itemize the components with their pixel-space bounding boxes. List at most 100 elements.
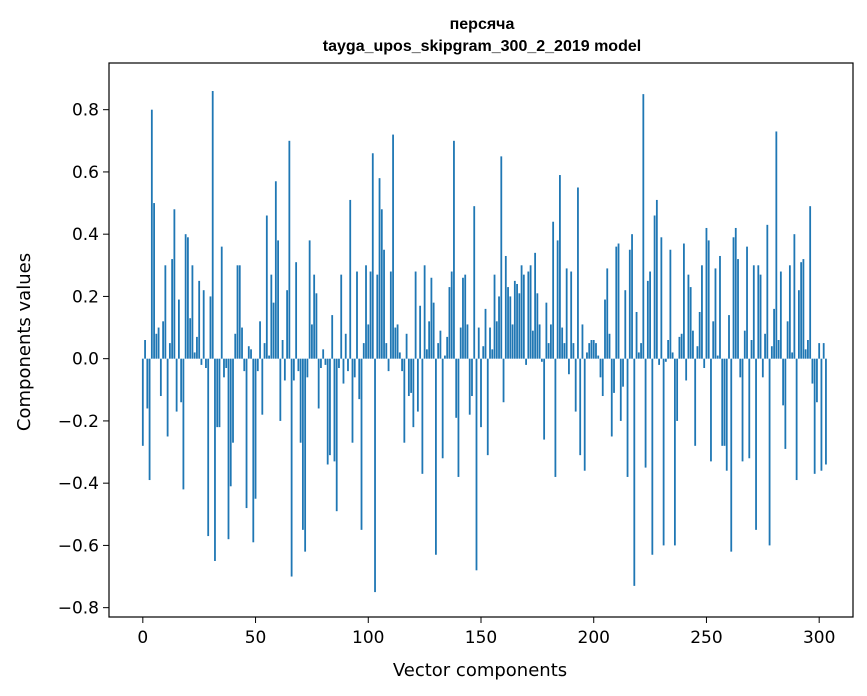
bar-4	[150, 109, 153, 359]
bar-170	[525, 358, 527, 365]
bar-142	[462, 277, 464, 359]
bar-124	[421, 358, 424, 474]
bar-61	[279, 358, 282, 421]
bar-293	[802, 259, 805, 359]
bar-200	[592, 340, 595, 359]
x-tick-label: 50	[245, 628, 267, 648]
bar-76	[313, 274, 316, 359]
bar-106	[380, 209, 383, 359]
bar-11	[166, 358, 169, 437]
bar-50	[254, 358, 257, 499]
y-tick-label: 0.6	[72, 163, 99, 183]
bar-260	[728, 315, 730, 359]
bar-195	[581, 324, 584, 359]
bar-121	[414, 271, 417, 359]
bar-14	[173, 209, 176, 359]
bar-230	[660, 237, 663, 359]
bar-100	[367, 324, 370, 359]
bar-34	[218, 358, 221, 428]
bar-206	[606, 268, 609, 359]
bar-77	[315, 293, 318, 359]
y-tick-label: −0.6	[58, 536, 99, 556]
bar-284	[782, 358, 785, 406]
bar-151	[482, 346, 485, 359]
bar-9	[162, 321, 165, 359]
bar-168	[520, 265, 523, 359]
bar-183	[554, 358, 557, 477]
bar-0	[141, 358, 144, 446]
bar-239	[680, 333, 683, 359]
bar-165	[513, 280, 516, 359]
bar-7	[157, 327, 160, 359]
bar-144	[466, 324, 469, 359]
bar-154	[489, 327, 491, 359]
bar-267	[743, 330, 746, 359]
bar-133	[441, 358, 444, 459]
bar-164	[511, 324, 514, 359]
bar-167	[518, 293, 521, 359]
bar-65	[288, 140, 291, 359]
bar-223	[644, 358, 647, 468]
bar-277	[766, 224, 769, 359]
y-tick-label: 0.0	[72, 350, 99, 370]
bar-194	[579, 358, 582, 456]
y-tick-label: 0.8	[72, 101, 99, 121]
bar-29	[207, 358, 210, 537]
bar-83	[329, 358, 331, 456]
bar-240	[683, 243, 685, 359]
bar-12	[168, 343, 171, 359]
bar-252	[710, 358, 712, 462]
bar-166	[516, 283, 518, 359]
bar-122	[416, 358, 419, 412]
bar-35	[220, 246, 223, 359]
bar-177	[540, 358, 543, 362]
bar-97	[360, 358, 363, 530]
bar-202	[597, 355, 600, 359]
bar-186	[561, 327, 564, 359]
bar-74	[308, 240, 311, 359]
bar-247	[698, 311, 701, 359]
bar-237	[676, 358, 679, 421]
bar-266	[741, 358, 744, 462]
bar-36	[223, 358, 225, 378]
bar-80	[322, 349, 325, 359]
bar-17	[180, 358, 183, 403]
bar-249	[703, 358, 706, 369]
bar-120	[412, 358, 415, 428]
bar-46	[245, 358, 248, 509]
bar-20	[187, 237, 189, 359]
bar-79	[320, 358, 322, 369]
bar-199	[590, 340, 593, 359]
bar-135	[446, 336, 449, 359]
bar-58	[272, 302, 275, 359]
bar-146	[471, 358, 473, 397]
bar-156	[493, 274, 496, 359]
bar-94	[353, 358, 356, 378]
bar-218	[633, 358, 636, 586]
x-tick-label: 0	[137, 628, 148, 648]
bar-86	[335, 358, 338, 512]
bar-153	[486, 358, 489, 456]
bar-178	[543, 358, 546, 440]
bar-10	[164, 265, 167, 359]
bar-23	[193, 352, 196, 359]
bar-41	[234, 333, 237, 359]
bar-188	[565, 268, 568, 359]
bar-26	[200, 358, 203, 365]
bar-214	[624, 290, 627, 359]
bar-1	[144, 340, 146, 359]
bar-64	[286, 290, 289, 359]
bar-222	[642, 94, 645, 359]
bar-140	[457, 358, 460, 477]
bar-187	[563, 343, 566, 359]
bar-201	[595, 343, 597, 359]
bar-272	[755, 358, 757, 530]
bar-53	[261, 358, 264, 415]
bar-238	[678, 336, 681, 359]
bar-51	[256, 358, 259, 372]
bar-21	[189, 318, 192, 359]
bar-253	[712, 321, 715, 359]
bar-246	[696, 346, 699, 359]
bar-82	[326, 358, 329, 465]
bar-54	[263, 343, 266, 359]
